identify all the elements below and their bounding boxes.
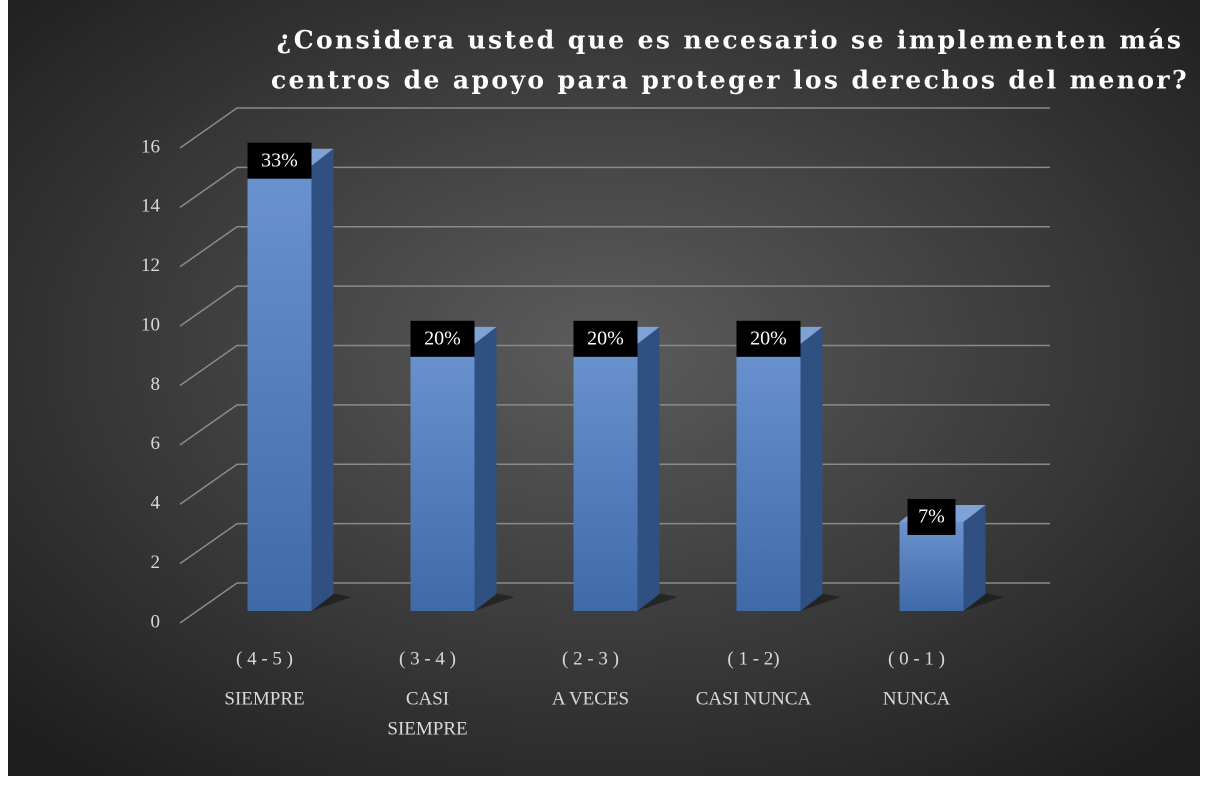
bar-side xyxy=(963,504,986,611)
bar-side xyxy=(800,326,823,611)
data-label-box xyxy=(736,320,801,357)
grid-line xyxy=(179,166,1050,208)
x-tick-label: CASI xyxy=(406,688,449,709)
y-tick-label: 2 xyxy=(151,552,161,573)
data-label-box xyxy=(247,142,312,179)
data-label-box xyxy=(907,498,956,535)
bar xyxy=(247,165,312,611)
y-tick-label: 8 xyxy=(151,374,161,395)
x-tick-label: A VECES xyxy=(552,688,629,709)
data-label: 20% xyxy=(424,327,461,349)
y-tick-label: 14 xyxy=(141,196,161,217)
bar-side xyxy=(311,148,334,611)
y-tick-label: 16 xyxy=(141,136,160,157)
bar xyxy=(410,343,475,611)
x-tick-label: ( 0 - 1 ) xyxy=(888,648,945,669)
x-tick-label: SIEMPRE xyxy=(224,688,304,709)
y-tick-label: 12 xyxy=(141,255,160,276)
chart-title: ¿Considera usted que es necesario se imp… xyxy=(277,26,1184,55)
y-tick-label: 0 xyxy=(151,611,161,632)
grid-line xyxy=(179,226,1050,268)
grid-line xyxy=(179,107,1050,149)
data-label: 20% xyxy=(750,327,787,349)
data-label-box xyxy=(573,320,638,357)
x-tick-label: ( 3 - 4 ) xyxy=(399,648,456,669)
bar-side xyxy=(474,326,497,611)
data-label-box xyxy=(410,320,475,357)
x-tick-label: ( 1 - 2) xyxy=(727,648,779,669)
grid-line xyxy=(179,285,1050,327)
data-label: 7% xyxy=(918,506,945,528)
x-tick-label: ( 2 - 3 ) xyxy=(562,648,619,669)
bar xyxy=(736,343,801,611)
x-tick-label: CASI NUNCA xyxy=(696,688,812,709)
data-label: 33% xyxy=(261,149,298,171)
x-tick-label: NUNCA xyxy=(883,688,951,709)
y-tick-label: 10 xyxy=(141,314,160,335)
x-tick-label: SIEMPRE xyxy=(387,718,467,739)
y-tick-label: 4 xyxy=(151,493,161,514)
bar xyxy=(573,343,638,611)
bar-side xyxy=(637,326,660,611)
y-tick-label: 6 xyxy=(151,433,161,454)
chart-title: centros de apoyo para proteger los derec… xyxy=(271,66,1189,95)
x-tick-label: ( 4 - 5 ) xyxy=(236,648,293,669)
data-label: 20% xyxy=(587,327,624,349)
bar xyxy=(899,521,964,611)
